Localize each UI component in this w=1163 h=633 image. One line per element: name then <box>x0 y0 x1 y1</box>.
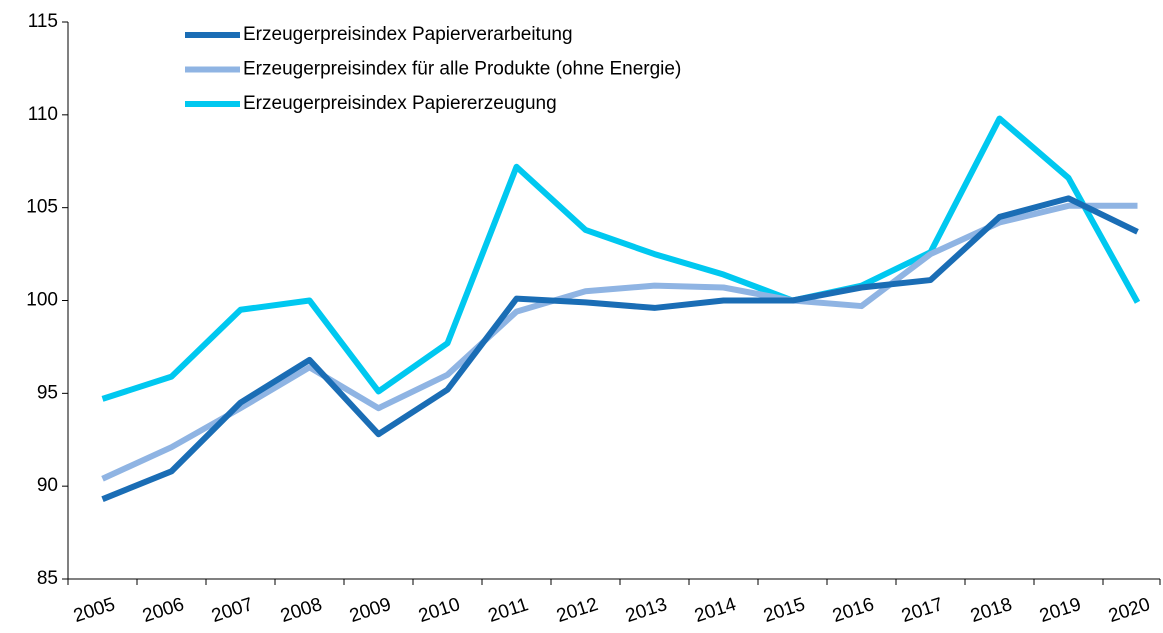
x-tick-label: 2020 <box>1106 594 1153 627</box>
x-tick-label: 2016 <box>830 594 877 627</box>
x-tick-label: 2010 <box>416 594 463 627</box>
y-tick-label: 105 <box>26 197 58 218</box>
x-tick-label: 2017 <box>899 594 946 627</box>
x-tick-label: 2009 <box>347 594 394 627</box>
x-tick-label: 2006 <box>140 594 187 627</box>
x-tick-label: 2018 <box>968 594 1015 627</box>
x-tick-label: 2007 <box>209 594 256 627</box>
legend-label: Erzeugerpreisindex Papiererzeugung <box>243 93 557 114</box>
x-tick-label: 2012 <box>554 594 601 627</box>
x-tick-label: 2014 <box>692 594 739 627</box>
x-tick-label: 2013 <box>623 594 670 627</box>
y-tick-label: 100 <box>26 290 58 311</box>
y-tick-label: 110 <box>28 104 58 125</box>
y-tick-label: 115 <box>28 11 58 32</box>
series-line <box>101 202 1138 482</box>
y-tick-label: 90 <box>37 475 58 496</box>
x-tick-label: 2015 <box>761 594 808 627</box>
x-tick-label: 2011 <box>486 594 531 627</box>
x-tick-label: 2008 <box>278 594 325 627</box>
y-tick-label: 95 <box>37 382 58 403</box>
y-tick-label: 85 <box>37 568 58 589</box>
x-tick-label: 2005 <box>71 594 118 627</box>
legend-label: Erzeugerpreisindex für alle Produkte (oh… <box>243 59 681 80</box>
x-tick-label: 2019 <box>1037 594 1084 627</box>
legend-label: Erzeugerpreisindex Papierverarbeitung <box>243 24 573 45</box>
series-line <box>101 195 1139 502</box>
series-line <box>101 115 1141 402</box>
